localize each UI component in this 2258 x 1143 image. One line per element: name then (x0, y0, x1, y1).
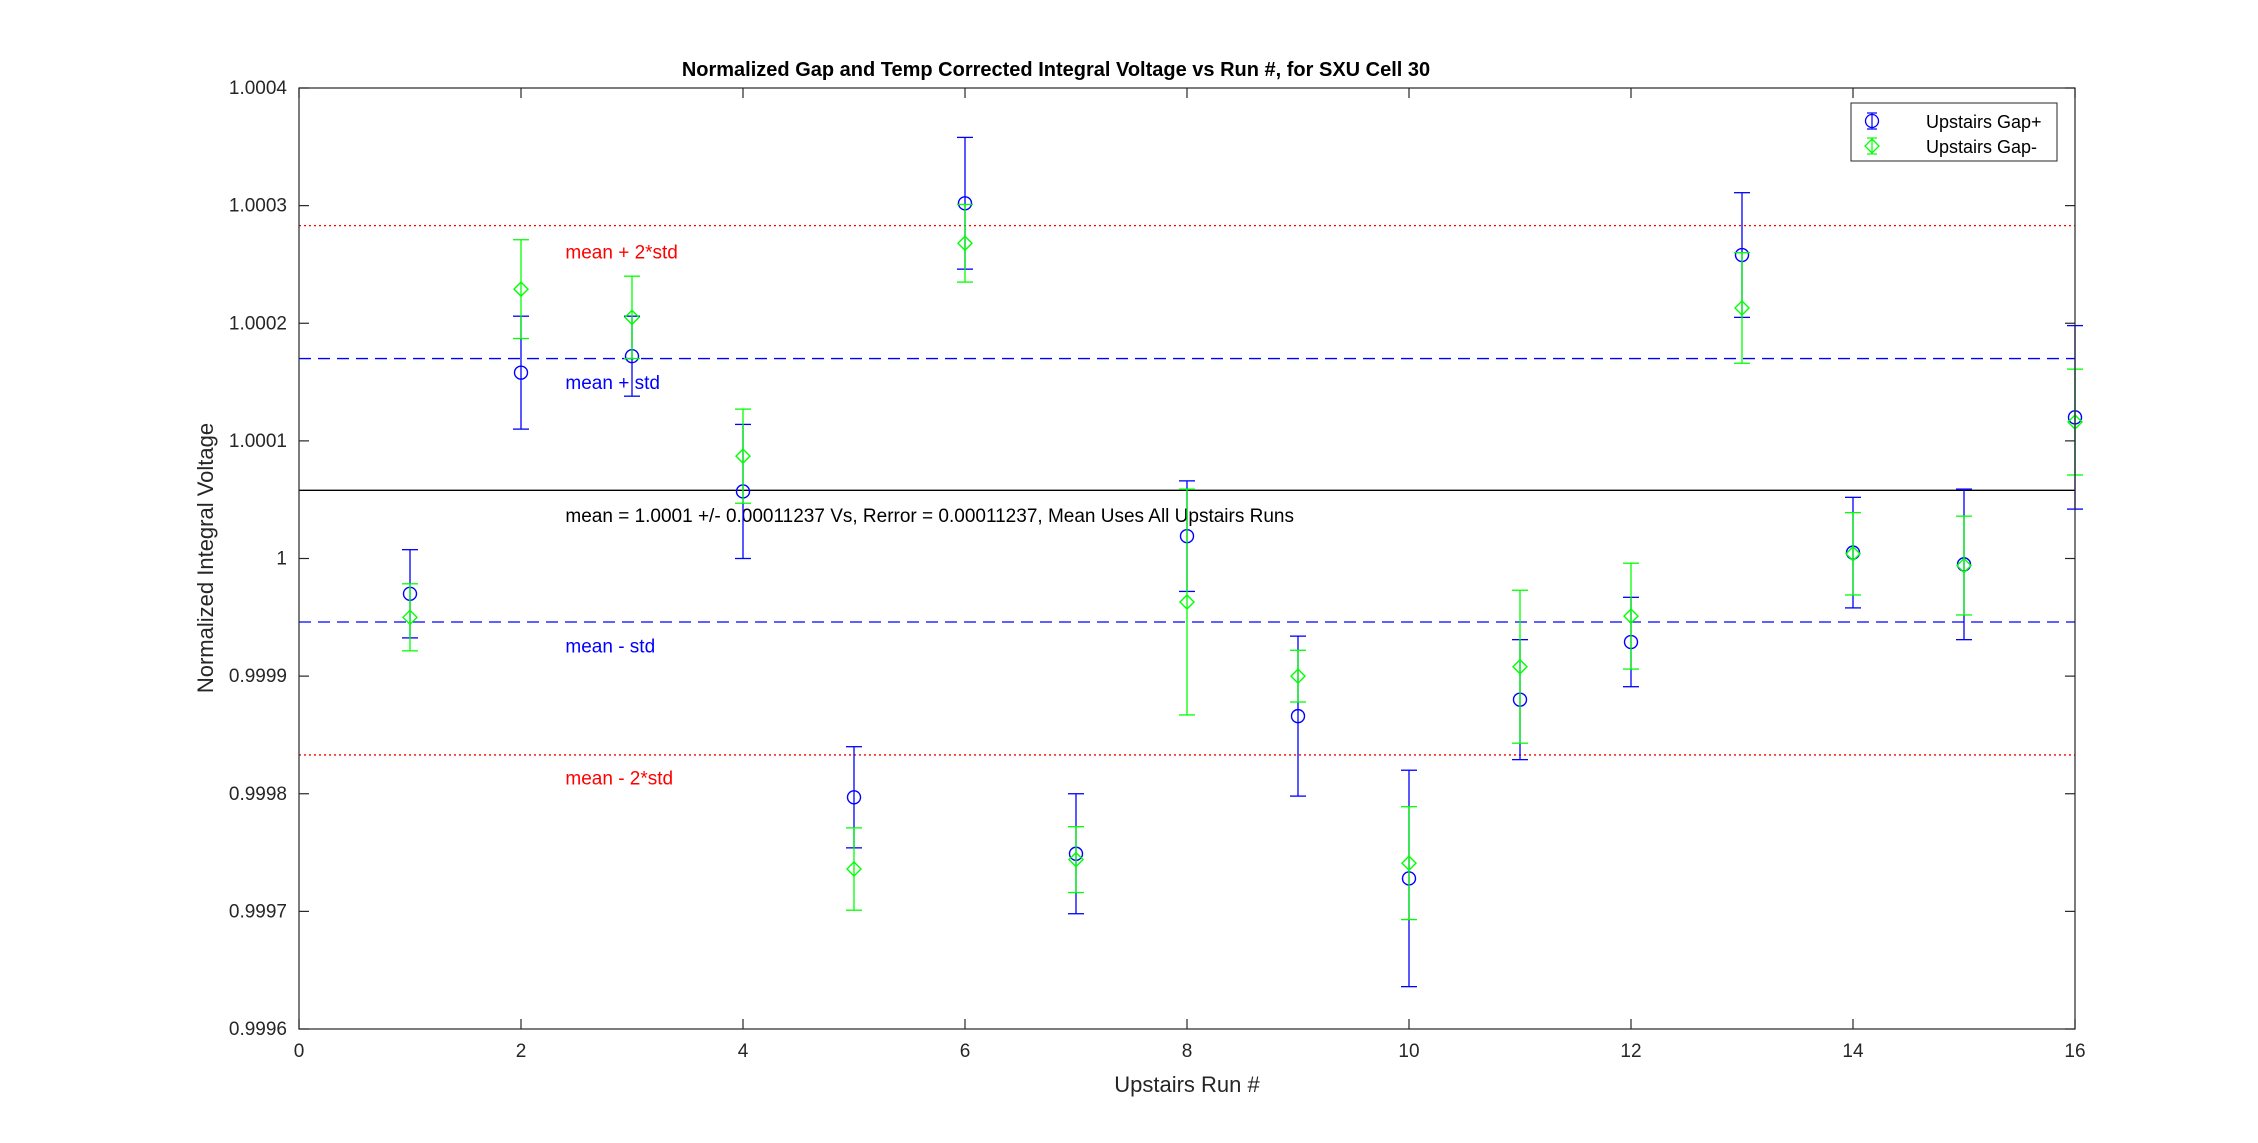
annotation-minus1: mean - std (565, 637, 655, 658)
legend-box (1850, 102, 2058, 162)
annotation-minus2: mean - 2*std (565, 768, 673, 789)
error-bar (624, 275, 640, 360)
data-point (735, 448, 751, 465)
data-point (513, 365, 529, 380)
annotation-plus1: mean + std (565, 373, 660, 394)
x-tick-label: 8 (1182, 1041, 1193, 1062)
legend-label-gap-plus: Upstairs Gap+ (1926, 112, 2042, 132)
data-point (1512, 658, 1528, 675)
error-bar (1623, 562, 1639, 670)
error-bar (1734, 252, 1750, 364)
chart-title: Normalized Gap and Temp Corrected Integr… (682, 59, 1430, 81)
x-axis: 0 2 4 6 8 10 12 14 16 (294, 88, 2086, 1062)
x-tick-label: 2 (516, 1041, 527, 1062)
error-bar (1068, 826, 1084, 894)
error-bar (846, 827, 862, 911)
data-point (957, 235, 973, 252)
y-tick-label: 0.9996 (229, 1019, 287, 1040)
x-tick-label: 4 (738, 1041, 749, 1062)
legend-circle-marker (1864, 113, 1880, 129)
legend-entry-gap-minus: Upstairs Gap- (1864, 137, 2037, 157)
x-tick-label: 0 (294, 1041, 305, 1062)
y-axis-label: Normalized Integral Voltage (193, 423, 218, 693)
legend-entry-gap-plus: Upstairs Gap+ (1864, 112, 2042, 132)
data-point (1401, 855, 1417, 872)
data-point (846, 861, 862, 878)
error-bar (957, 203, 973, 283)
x-tick-label: 10 (1398, 1041, 1419, 1062)
data-series (402, 136, 2083, 988)
y-tick-label: 0.9998 (229, 784, 287, 805)
legend: Upstairs Gap+ Upstairs Gap- (1850, 102, 2058, 162)
y-tick-label: 1.0003 (229, 196, 287, 217)
error-bar (1845, 511, 1861, 596)
x-tick-label: 14 (1842, 1041, 1864, 1062)
x-tick-label: 12 (1620, 1041, 1641, 1062)
x-tick-label: 16 (2064, 1041, 2085, 1062)
data-point (1179, 594, 1195, 611)
y-tick-label: 1 (276, 549, 287, 570)
legend-label-gap-minus: Upstairs Gap- (1926, 137, 2037, 157)
y-tick-label: 0.9999 (229, 666, 287, 687)
annotation-mean: mean = 1.0001 +/- 0.00011237 Vs, Rerror … (565, 506, 1294, 527)
legend-diamond-marker (1864, 138, 1880, 154)
error-bar (1179, 488, 1195, 716)
data-point (1845, 545, 1861, 562)
y-tick-label: 1.0002 (229, 313, 287, 334)
data-point (513, 281, 529, 298)
data-point (1734, 299, 1750, 316)
data-point (1290, 668, 1306, 685)
error-bar (513, 239, 529, 340)
data-point (624, 309, 640, 326)
y-tick-label: 0.9997 (229, 901, 287, 922)
data-point (846, 790, 862, 805)
error-bar (735, 408, 751, 504)
y-axis: 0.9996 0.9997 0.9998 0.9999 1 1.0001 1.0002 1.0… (229, 78, 2075, 1040)
data-point (1068, 851, 1084, 868)
annotation-labels: mean + 2*std mean + std mean = 1.0001 +/- … (565, 242, 1294, 789)
y-tick-label: 1.0004 (229, 78, 288, 99)
annotation-plus2: mean + 2*std (565, 242, 678, 263)
error-bar (1290, 649, 1306, 703)
data-point (1956, 557, 1972, 574)
error-bar (1956, 515, 1972, 616)
series-gap-minus (402, 203, 2083, 921)
error-bar (1401, 806, 1417, 921)
data-point (402, 609, 418, 626)
data-point (1290, 708, 1306, 724)
x-axis-label: Upstairs Run # (1114, 1072, 1260, 1097)
data-point (1623, 608, 1639, 625)
x-tick-label: 6 (960, 1041, 971, 1062)
error-bar (402, 583, 418, 652)
error-bar (1512, 589, 1528, 744)
y-tick-label: 1.0001 (229, 431, 287, 452)
